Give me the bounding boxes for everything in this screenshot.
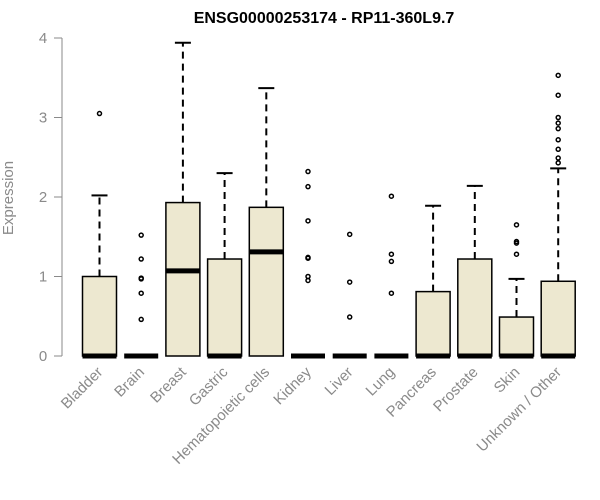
x-category-label: Prostate — [430, 364, 482, 416]
outlier-point — [555, 92, 561, 98]
outlier-point — [555, 155, 561, 161]
box-10 — [457, 184, 493, 359]
outlier-point — [346, 231, 353, 238]
box-9 — [415, 204, 451, 359]
outlier-point — [388, 193, 395, 199]
box-2 — [124, 232, 159, 359]
box-3 — [165, 41, 201, 357]
box-8 — [374, 193, 409, 359]
outlier-point — [96, 110, 103, 117]
box-iqr — [540, 280, 576, 357]
box-iqr — [165, 201, 201, 357]
box-iqr — [457, 258, 493, 357]
outlier-point — [138, 232, 144, 238]
chart-title: ENSG00000253174 - RP11-360L9.7 — [194, 10, 455, 27]
outlier-point — [555, 120, 561, 126]
box-series — [81, 41, 576, 359]
box-iqr — [206, 258, 243, 357]
x-category-label: Kidney — [270, 363, 315, 408]
box-iqr — [81, 275, 118, 357]
x-category-label: Skin — [491, 364, 524, 397]
y-tick-label: 0 — [39, 348, 47, 365]
outlier-point — [138, 316, 144, 323]
y-tick-label: 4 — [39, 30, 47, 47]
y-tick-label: 2 — [39, 189, 47, 206]
box-7 — [332, 231, 367, 359]
box-12 — [540, 72, 576, 359]
box-1 — [81, 110, 118, 359]
outlier-point — [388, 251, 395, 257]
y-tick-label: 3 — [39, 110, 47, 127]
outlier-point — [555, 137, 561, 143]
outlier-point — [555, 125, 561, 132]
x-category-label: Breast — [147, 363, 190, 406]
outlier-point — [138, 276, 144, 282]
box-6 — [291, 168, 325, 359]
outlier-point — [513, 222, 520, 228]
box-11 — [498, 222, 535, 359]
outlier-point — [305, 218, 311, 224]
outlier-point — [555, 72, 561, 79]
y-axis-label: Expression — [0, 161, 17, 235]
outlier-point — [555, 114, 561, 121]
outlier-point — [346, 314, 353, 320]
x-category-label: Bladder — [58, 364, 107, 413]
outlier-point — [305, 183, 311, 190]
outlier-point — [138, 256, 144, 262]
outlier-point — [138, 290, 144, 296]
outlier-point — [305, 255, 311, 261]
x-category-label: Brain — [111, 364, 148, 401]
outlier-point — [305, 168, 311, 175]
outlier-point — [513, 240, 520, 246]
box-5 — [248, 87, 285, 357]
outlier-point — [555, 160, 561, 166]
outlier-point — [388, 290, 395, 296]
y-axis: 0 1 2 3 4 — [39, 30, 63, 365]
outlier-point — [388, 258, 395, 265]
box-iqr — [498, 316, 535, 357]
box-iqr — [415, 290, 451, 357]
box-4 — [206, 172, 243, 359]
outlier-point — [513, 251, 520, 257]
box-iqr — [248, 206, 285, 357]
outlier-point — [555, 146, 561, 153]
outlier-point — [346, 279, 353, 285]
x-category-label: Liver — [322, 364, 357, 399]
y-tick-label: 1 — [39, 269, 47, 286]
x-category-label: Lung — [363, 364, 399, 400]
outlier-point — [305, 277, 311, 284]
